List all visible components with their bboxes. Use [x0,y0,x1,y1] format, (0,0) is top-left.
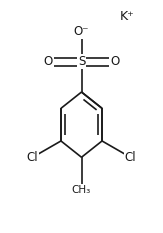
Text: S: S [78,55,85,68]
Text: O⁻: O⁻ [74,25,89,38]
Text: O: O [110,55,119,68]
Text: Cl: Cl [27,151,38,164]
Text: CH₃: CH₃ [72,185,91,195]
Text: K⁺: K⁺ [120,10,134,23]
Text: Cl: Cl [125,151,136,164]
Text: O: O [44,55,53,68]
